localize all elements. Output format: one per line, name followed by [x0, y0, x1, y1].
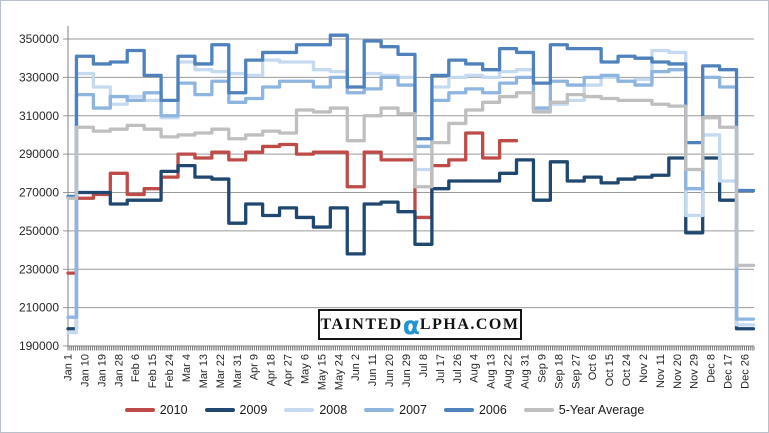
x-tick-label: Aug 22	[503, 354, 515, 389]
watermark-box: TAINTED α LPHA.COM	[318, 309, 522, 340]
x-tick-label: Jun 2	[350, 354, 362, 381]
y-tick-label: 330000	[19, 70, 59, 84]
legend-item-2007: 2007	[364, 403, 427, 417]
x-tick-label: Apr 27	[283, 354, 295, 386]
legend-swatch	[443, 408, 474, 412]
series-lines	[66, 33, 756, 335]
legend-item-5-year-average: 5-Year Average	[523, 403, 645, 417]
x-tick-label: Mar 4	[181, 354, 193, 382]
x-tick-label: Dec 8	[706, 354, 718, 383]
x-tick-label: May 6	[299, 354, 311, 384]
legend-swatch	[284, 408, 315, 412]
series-line-2009	[66, 156, 756, 331]
y-tick-label: 190000	[19, 339, 59, 353]
x-tick-label: Jan 28	[113, 354, 125, 387]
series-line-2007	[66, 68, 756, 321]
y-tick-label: 210000	[19, 301, 59, 315]
series-line-5-year-average	[66, 91, 756, 268]
x-axis-labels: Jan 1 Jan 10 Jan 19 Jan 28 Feb 6 Feb 15 Feb 24…	[63, 354, 752, 390]
legend-swatch	[204, 408, 235, 412]
x-tick-label: Jun 29	[401, 354, 413, 387]
x-tick-label: May 15	[316, 354, 328, 390]
legend-label: 2007	[399, 403, 427, 417]
legend-swatch	[124, 408, 155, 412]
legend-label: 2008	[319, 403, 348, 417]
x-tick-label: Dec 17	[723, 354, 735, 389]
series-line-2006	[66, 33, 756, 198]
x-tick-label: Oct 6	[587, 354, 599, 380]
x-tick-label: Jan 1	[63, 354, 75, 381]
watermark-text-post: LPHA.COM	[419, 315, 520, 333]
legend-label: 5-Year Average	[558, 403, 645, 417]
x-tick-label: Aug 13	[486, 354, 498, 389]
y-axis-labels: 190000 210000 230000 250000 270000 290000 3100…	[19, 32, 59, 353]
x-tick-label: Sep 18	[553, 354, 565, 389]
x-tick-label: Feb 6	[130, 354, 142, 382]
legend-label: 2009	[239, 403, 268, 417]
x-tick-label: Feb 15	[147, 354, 159, 388]
x-tick-label: Nov 11	[655, 354, 667, 388]
y-tick-label: 230000	[19, 262, 59, 276]
x-tick-label: Sep 27	[570, 354, 582, 389]
x-tick-label: Mar 31	[232, 354, 244, 388]
x-tick-label: Dec 26	[740, 354, 752, 389]
x-tick-label: Oct 24	[621, 354, 633, 386]
x-tick-label: Feb 24	[164, 354, 176, 388]
legend-swatch	[364, 408, 395, 412]
y-tick-label: 270000	[19, 186, 59, 200]
x-tick-label: Mar 22	[215, 354, 227, 388]
x-tick-label: Nov 2	[638, 354, 650, 383]
x-tick-label: Jul 8	[418, 354, 430, 377]
legend-swatch	[523, 408, 554, 412]
x-tick-label: Jan 19	[96, 354, 108, 387]
x-tick-label: Jun 20	[384, 354, 396, 387]
legend-item-2006: 2006	[443, 403, 507, 417]
y-tick-label: 250000	[19, 224, 59, 238]
y-tick-label: 350000	[19, 32, 59, 46]
legend-item-2010: 2010	[124, 403, 188, 417]
legend-item-2008: 2008	[284, 403, 347, 417]
watermark-text-pre: TAINTED	[320, 315, 403, 333]
x-tick-label: Apr 9	[249, 354, 261, 380]
x-tick-label: Jul 26	[452, 354, 464, 383]
x-tick-label: Nov 29	[689, 354, 701, 389]
series-line-2010	[66, 131, 519, 275]
x-axis-minor-ticks	[67, 346, 755, 351]
y-tick-label: 310000	[19, 109, 59, 123]
x-tick-label: Aug 4	[469, 354, 481, 383]
y-tick-label: 290000	[19, 147, 59, 161]
x-tick-label: Sep 9	[536, 354, 548, 383]
x-tick-label: Oct 15	[604, 354, 616, 386]
x-tick-label: Apr 18	[266, 354, 278, 386]
x-tick-label: Aug 31	[519, 354, 531, 389]
x-tick-label: Jun 11	[367, 354, 379, 386]
legend: 2010 2009 2008 2007 2006 5-Year Average	[1, 400, 768, 420]
legend-label: 2006	[478, 403, 507, 417]
x-tick-label: Jul 17	[435, 354, 447, 383]
x-tick-label: Nov 20	[672, 354, 684, 389]
x-tick-label: May 24	[333, 354, 345, 390]
x-tick-label: Jan 10	[79, 354, 91, 387]
legend-item-2009: 2009	[204, 403, 268, 417]
x-tick-label: Mar 13	[198, 354, 210, 388]
legend-label: 2010	[159, 403, 188, 417]
series-line-2008	[66, 48, 756, 335]
